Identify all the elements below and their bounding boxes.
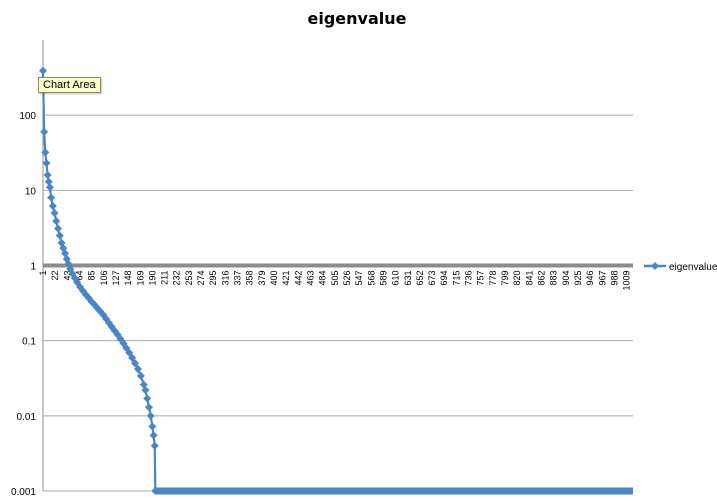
x-tick-label: 610	[391, 271, 401, 286]
x-tick-label: 778	[488, 271, 498, 286]
x-tick-label: 967	[597, 271, 607, 286]
data-point	[125, 348, 134, 357]
x-tick-label: 757	[476, 271, 486, 286]
data-point	[128, 353, 137, 362]
data-point	[39, 66, 47, 75]
data-point	[131, 359, 140, 368]
x-tick-label: 715	[451, 271, 461, 286]
data-point	[44, 177, 53, 186]
y-tick-label: 100	[19, 111, 36, 122]
chart-area-tooltip: Chart Area	[38, 77, 101, 93]
y-tick-label: 1	[30, 262, 36, 273]
x-tick-label: 358	[245, 271, 255, 286]
data-point	[42, 159, 51, 168]
x-tick-label: 337	[233, 271, 243, 286]
data-point	[41, 148, 50, 157]
x-tick-label: 820	[512, 271, 522, 286]
data-point	[61, 249, 70, 258]
x-tick-label: 22	[50, 271, 60, 281]
x-tick-label: 64	[74, 271, 84, 281]
x-tick-label: 421	[281, 271, 291, 286]
x-tick-label: 652	[415, 271, 425, 286]
x-tick-label: 43	[62, 271, 72, 281]
x-tick-label: 211	[160, 271, 170, 285]
data-point	[43, 170, 52, 179]
x-tick-label: 85	[87, 271, 97, 281]
x-tick-label: 568	[366, 271, 376, 286]
data-point	[48, 201, 57, 210]
data-point	[47, 193, 56, 202]
data-point	[144, 403, 153, 412]
data-point	[146, 411, 155, 420]
data-point	[143, 394, 152, 403]
x-tick-label: 631	[403, 271, 413, 286]
x-tick-label: 106	[99, 271, 109, 286]
x-tick-label: 925	[573, 271, 583, 286]
y-tick-label: 0.1	[22, 337, 36, 348]
x-tick-label: 127	[111, 271, 121, 286]
series-eigenvalue[interactable]	[39, 66, 633, 495]
x-tick-label: 1009	[622, 271, 632, 291]
x-tick-label: 904	[561, 271, 571, 286]
x-tick-label: 463	[305, 271, 315, 286]
data-point	[59, 244, 68, 253]
data-point	[54, 224, 63, 233]
x-tick-label: 400	[269, 271, 279, 286]
x-tick-label: 169	[135, 271, 145, 286]
x-tick-label: 316	[220, 271, 230, 286]
x-tick-label: 442	[293, 271, 303, 286]
data-point	[136, 371, 145, 380]
y-tick-label: 0.01	[17, 412, 37, 423]
x-tick-label: 694	[439, 271, 449, 286]
y-tick-label: 10	[25, 186, 37, 197]
x-tick-label: 295	[208, 271, 218, 286]
x-tick-label: 274	[196, 271, 206, 286]
chart-title: eigenvalue	[308, 9, 407, 28]
data-point	[149, 431, 158, 440]
x-tick-label: 484	[318, 271, 328, 286]
x-tick-label: 379	[257, 271, 267, 286]
x-tick-label: 232	[172, 271, 182, 286]
y-tick-label: 0.001	[11, 487, 36, 498]
x-axis: 1 22 43 64 85 106 127 148 169 190 211 232 253 274 295 3…	[38, 271, 632, 291]
data-point	[141, 386, 150, 395]
x-tick-label: 505	[330, 271, 340, 286]
legend[interactable]: eigenvalue	[644, 262, 717, 273]
data-point	[50, 208, 59, 217]
x-tick-label: 253	[184, 271, 194, 286]
x-tick-label: 841	[524, 271, 534, 286]
data-point	[45, 183, 54, 192]
legend-marker	[651, 262, 659, 270]
x-tick-label: 547	[354, 271, 364, 286]
data-point	[52, 217, 61, 226]
x-tick-label: 673	[427, 271, 437, 286]
x-tick-label: 862	[537, 271, 547, 286]
data-point	[150, 441, 159, 450]
x-tick-label: 736	[464, 271, 474, 286]
data-point	[55, 231, 64, 240]
x-tick-label: 190	[147, 271, 157, 286]
x-tick-label: 883	[549, 271, 559, 286]
data-point	[40, 127, 49, 136]
x-tick-label: 526	[342, 271, 352, 286]
grid	[42, 40, 633, 492]
x-tick-label: 589	[378, 271, 388, 286]
x-tick-label: 946	[585, 271, 595, 286]
x-tick-label: 148	[123, 271, 133, 286]
x-tick-label: 1	[38, 271, 48, 276]
legend-label: eigenvalue	[669, 262, 717, 273]
x-tick-label: 988	[609, 271, 619, 286]
data-point	[133, 364, 142, 373]
x-tick-label: 799	[500, 271, 510, 286]
data-point	[148, 422, 157, 431]
y-axis: 0.001 0.01 0.1 1 10 100	[11, 111, 36, 498]
